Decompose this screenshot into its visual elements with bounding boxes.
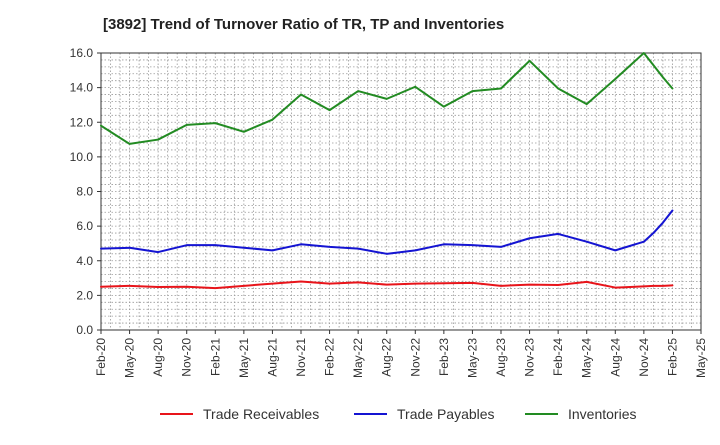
legend-label: Inventories	[568, 406, 636, 422]
x-tick-label: Aug-22	[380, 338, 394, 377]
y-tick-label: 4.0	[76, 254, 93, 268]
x-tick-label: Feb-20	[94, 338, 108, 376]
x-tick-label: May-21	[237, 338, 251, 378]
chart-title: [3892] Trend of Turnover Ratio of TR, TP…	[103, 16, 505, 33]
x-tick-label: May-23	[465, 338, 479, 378]
x-tick-label: Aug-24	[608, 338, 622, 377]
x-tick-label: Aug-21	[265, 338, 279, 377]
axes: 0.0 2.0 4.0 6.0 8.0 10.0 12.0 14.0 16.0 Feb-20 May…	[70, 46, 708, 378]
x-tick-label: Feb-23	[437, 338, 451, 376]
y-tick-label: 10.0	[70, 150, 94, 164]
series-lines	[100, 52, 674, 290]
x-tick-label: Nov-22	[408, 338, 422, 377]
legend: Trade Receivables Trade Payables Inventori…	[160, 406, 636, 422]
y-tick-label: 14.0	[70, 81, 94, 95]
x-tick-label: Aug-23	[494, 338, 508, 377]
series-line-inventories	[100, 52, 674, 145]
series-line-trade-payables	[100, 209, 674, 255]
x-tick-label: May-25	[694, 338, 708, 378]
y-tick-label: 0.0	[76, 323, 93, 337]
x-tick-label: Feb-21	[208, 338, 222, 376]
x-tick-label: Feb-22	[323, 338, 337, 376]
x-tick-label: May-20	[123, 338, 137, 378]
grid	[100, 52, 702, 331]
x-tick-label: Aug-20	[151, 338, 165, 377]
series-line-trade-receivables	[100, 280, 674, 290]
x-tick-label: Nov-20	[180, 338, 194, 377]
x-tick-label: Feb-24	[551, 338, 565, 376]
x-tick-label: Nov-21	[294, 338, 308, 377]
y-tick-label: 6.0	[76, 219, 93, 233]
legend-label: Trade Payables	[397, 406, 495, 422]
x-tick-label: May-24	[580, 338, 594, 378]
plot-frame	[100, 52, 702, 331]
legend-label: Trade Receivables	[203, 406, 319, 422]
x-tick-label: Nov-24	[637, 338, 651, 377]
plot-area	[101, 53, 701, 330]
x-tick-label: May-22	[351, 338, 365, 378]
x-tick-label: Feb-25	[665, 338, 679, 376]
x-tick-label: Nov-23	[523, 338, 537, 377]
y-tick-label: 12.0	[70, 115, 94, 129]
y-tick-label: 2.0	[76, 288, 93, 302]
y-tick-label: 16.0	[70, 46, 94, 60]
y-tick-label: 8.0	[76, 185, 93, 199]
